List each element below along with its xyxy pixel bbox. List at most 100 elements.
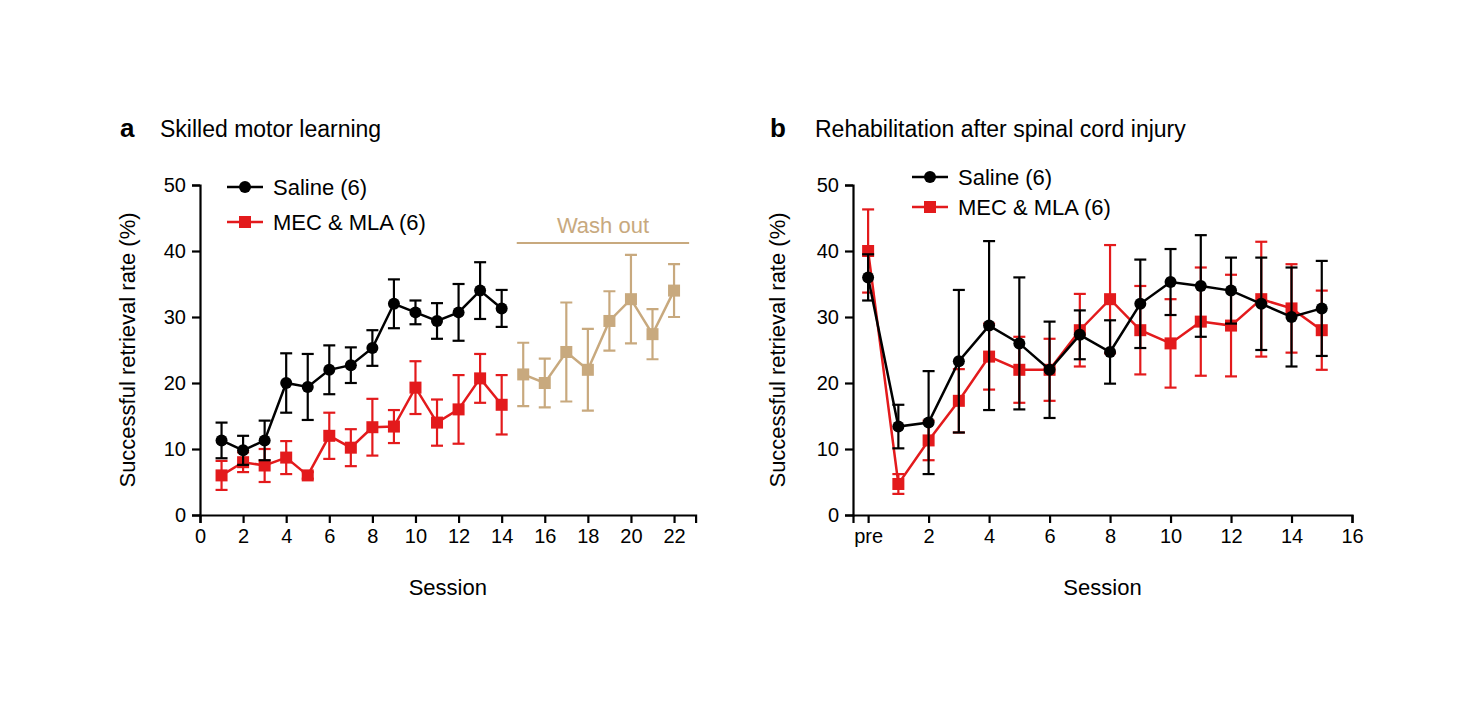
x-axis-title: Session: [409, 575, 487, 600]
error-bar: [388, 410, 400, 443]
error-bar-line: [453, 283, 465, 285]
legend-label: MEC & MLA (6): [273, 210, 426, 235]
error-bar-line: [1044, 417, 1056, 419]
data-point: [474, 372, 486, 384]
error-bar: [603, 291, 615, 350]
x-tick-label: 8: [367, 525, 378, 547]
x-tick-label: 12: [1220, 525, 1242, 547]
error-bar-line: [1074, 309, 1086, 311]
error-bar-line: [1195, 336, 1207, 338]
y-tick-label: 30: [164, 306, 186, 328]
error-bar-line: [1104, 244, 1116, 246]
error-bar-line: [892, 493, 904, 495]
x-tick-label: 0: [195, 525, 206, 547]
x-tick: 18: [577, 515, 599, 547]
error-bar-line: [582, 410, 594, 412]
y-tick-label: 50: [817, 174, 839, 196]
data-point: [474, 285, 486, 297]
error-bar-line: [983, 240, 995, 242]
x-tick-mark: [458, 515, 460, 523]
y-tick-label: 40: [164, 240, 186, 262]
error-bar-line: [259, 420, 271, 422]
error-bar-line: [216, 489, 228, 491]
x-tick-mark: [1170, 515, 1172, 523]
legend-label: MEC & MLA (6): [958, 195, 1111, 220]
error-bar-line: [409, 299, 421, 301]
data-point: [431, 417, 443, 429]
error-bar: [1104, 320, 1116, 383]
x-tick-label: 14: [1281, 525, 1303, 547]
legend-item: MEC & MLA (6): [912, 195, 1111, 220]
error-bar: [453, 284, 465, 341]
data-point: [892, 478, 904, 490]
y-tick: 30: [164, 306, 200, 328]
error-bar-line: [280, 440, 292, 442]
data-point: [280, 377, 292, 389]
data-point: [237, 444, 249, 456]
data-point: [388, 298, 400, 310]
y-tick-mark: [845, 316, 853, 318]
error-bar: [1225, 275, 1237, 377]
x-tick: pre: [854, 515, 883, 547]
error-bar-line: [647, 358, 659, 360]
error-bar: [237, 436, 249, 465]
error-bar-line: [1074, 293, 1086, 295]
error-bar-line: [983, 409, 995, 411]
error-bar-line: [1044, 321, 1056, 323]
error-bar-line: [1074, 358, 1086, 360]
y-tick-label: 30: [817, 306, 839, 328]
error-bar-line: [323, 393, 335, 395]
data-point: [1165, 276, 1177, 288]
error-bar: [1013, 277, 1025, 409]
error-bar: [409, 361, 421, 414]
error-bar-line: [237, 435, 249, 437]
error-bar: [1195, 235, 1207, 337]
error-bar: [280, 441, 292, 474]
data-point: [323, 430, 335, 442]
error-bar-line: [237, 471, 249, 473]
annotation: Wash out: [557, 213, 649, 238]
error-bar: [1165, 249, 1177, 315]
x-tick: 8: [367, 515, 378, 547]
error-bar: [1134, 260, 1146, 348]
error-bar-line: [892, 473, 904, 475]
error-bar: [216, 461, 228, 490]
y-axis: 01020304050: [817, 174, 854, 526]
data-point: [953, 355, 965, 367]
data-point: [388, 421, 400, 433]
error-bar-line: [323, 458, 335, 460]
data-point: [1286, 311, 1298, 323]
error-bar-line: [582, 328, 594, 330]
y-tick-mark: [845, 514, 853, 516]
x-tick: 4: [281, 515, 292, 547]
x-tick-mark: [372, 515, 374, 523]
x-tick: 6: [1045, 515, 1056, 547]
error-bar-line: [280, 412, 292, 414]
y-tick: 0: [175, 504, 200, 526]
legend: Saline (6)MEC & MLA (6): [912, 165, 1111, 220]
error-bar-line: [1134, 373, 1146, 375]
error-bar: [388, 279, 400, 328]
legend-item: MEC & MLA (6): [227, 210, 426, 235]
error-bar-line: [366, 398, 378, 400]
series: [862, 235, 1328, 474]
x-tick: 10: [405, 515, 427, 547]
x-tick-label: 4: [281, 525, 292, 547]
data-point: [892, 421, 904, 433]
x-tick-mark: [1049, 515, 1051, 523]
data-point: [862, 245, 874, 257]
series: [216, 354, 508, 490]
data-point: [862, 271, 874, 283]
x-tick: 14: [491, 515, 513, 547]
x-tick-label: 20: [620, 525, 642, 547]
error-bar-line: [453, 443, 465, 445]
error-bar-line: [1225, 257, 1237, 259]
error-bar-line: [1195, 375, 1207, 377]
data-point: [409, 306, 421, 318]
error-bar: [280, 353, 292, 412]
annotation-line: [517, 242, 689, 244]
legend-marker: [924, 171, 936, 183]
error-bar-line: [1165, 248, 1177, 250]
error-bar-line: [1286, 365, 1298, 367]
x-tick: 16: [534, 515, 556, 547]
